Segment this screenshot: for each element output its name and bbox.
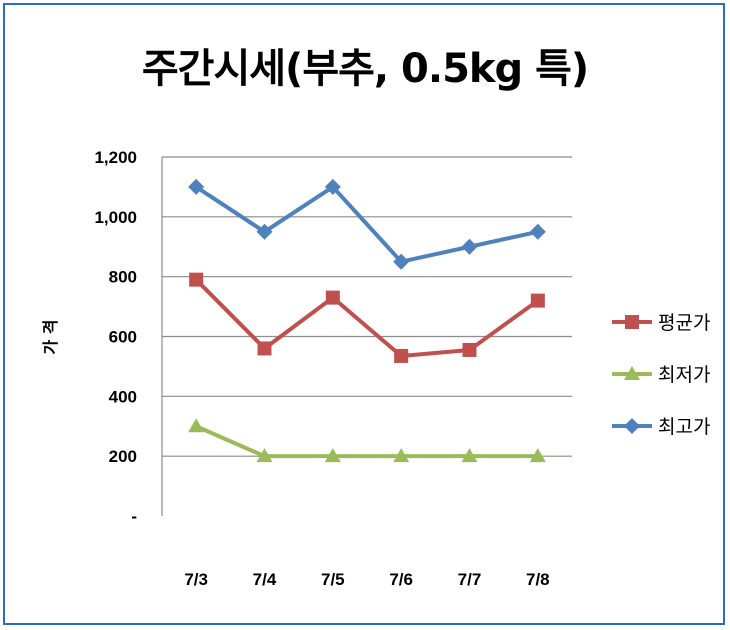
series-line — [195, 184, 539, 264]
data-point — [188, 418, 205, 433]
x-tick-label: 7/4 — [253, 570, 277, 589]
data-point — [324, 178, 341, 195]
data-point — [393, 448, 410, 463]
data-point — [394, 348, 409, 363]
series-0 — [189, 272, 545, 363]
chart-title: 주간시세(부추, 0.5kg 특) — [141, 46, 589, 92]
x-tick-label: 7/8 — [526, 570, 550, 589]
data-point — [625, 315, 639, 329]
data-point — [393, 253, 410, 270]
x-tick-label: 7/3 — [184, 570, 208, 589]
series-2 — [188, 178, 546, 270]
legend-entry: 최저가 — [612, 364, 710, 386]
data-point — [624, 418, 640, 434]
data-point — [461, 238, 478, 255]
chart-frame — [3, 3, 725, 625]
data-point — [530, 293, 545, 308]
data-point — [529, 223, 546, 240]
legend-label: 최저가 — [658, 364, 710, 386]
y-tick-label: 1,000 — [94, 208, 137, 227]
grid-lines — [162, 156, 572, 457]
y-tick-label: 800 — [109, 268, 137, 287]
data-point — [462, 342, 477, 357]
y-axis-label: 가 격 — [41, 319, 60, 354]
data-point — [624, 366, 640, 380]
y-tick-label: - — [131, 507, 137, 526]
x-tick-label: 7/5 — [321, 570, 345, 589]
y-tick-label: 1,200 — [94, 148, 137, 167]
data-point — [325, 290, 340, 305]
data-point — [188, 178, 205, 195]
axes: - 200 400 600 800 1,000 1,200 7/3 7/4 7/5 7/6 7/7 7/… — [94, 148, 549, 589]
series-line — [194, 278, 540, 358]
series-line — [195, 424, 538, 459]
y-tick-label: 600 — [109, 328, 137, 347]
x-tick-label: 7/7 — [458, 570, 482, 589]
x-tick-label: 7/6 — [389, 570, 413, 589]
y-tick-label: 200 — [109, 447, 137, 466]
y-tick-label: 400 — [109, 387, 137, 406]
series-1 — [188, 418, 546, 463]
data-point — [256, 448, 273, 463]
data-point — [461, 448, 478, 463]
data-point — [324, 448, 341, 463]
data-point — [257, 341, 272, 356]
legend-entry: 최고가 — [612, 416, 710, 438]
data-point — [189, 272, 204, 287]
series-layer — [188, 178, 546, 463]
data-point — [256, 223, 273, 240]
legend-label: 평균가 — [658, 312, 710, 334]
legend-entry: 평균가 — [612, 312, 710, 334]
legend-label: 최고가 — [658, 416, 710, 438]
data-point — [529, 448, 546, 463]
